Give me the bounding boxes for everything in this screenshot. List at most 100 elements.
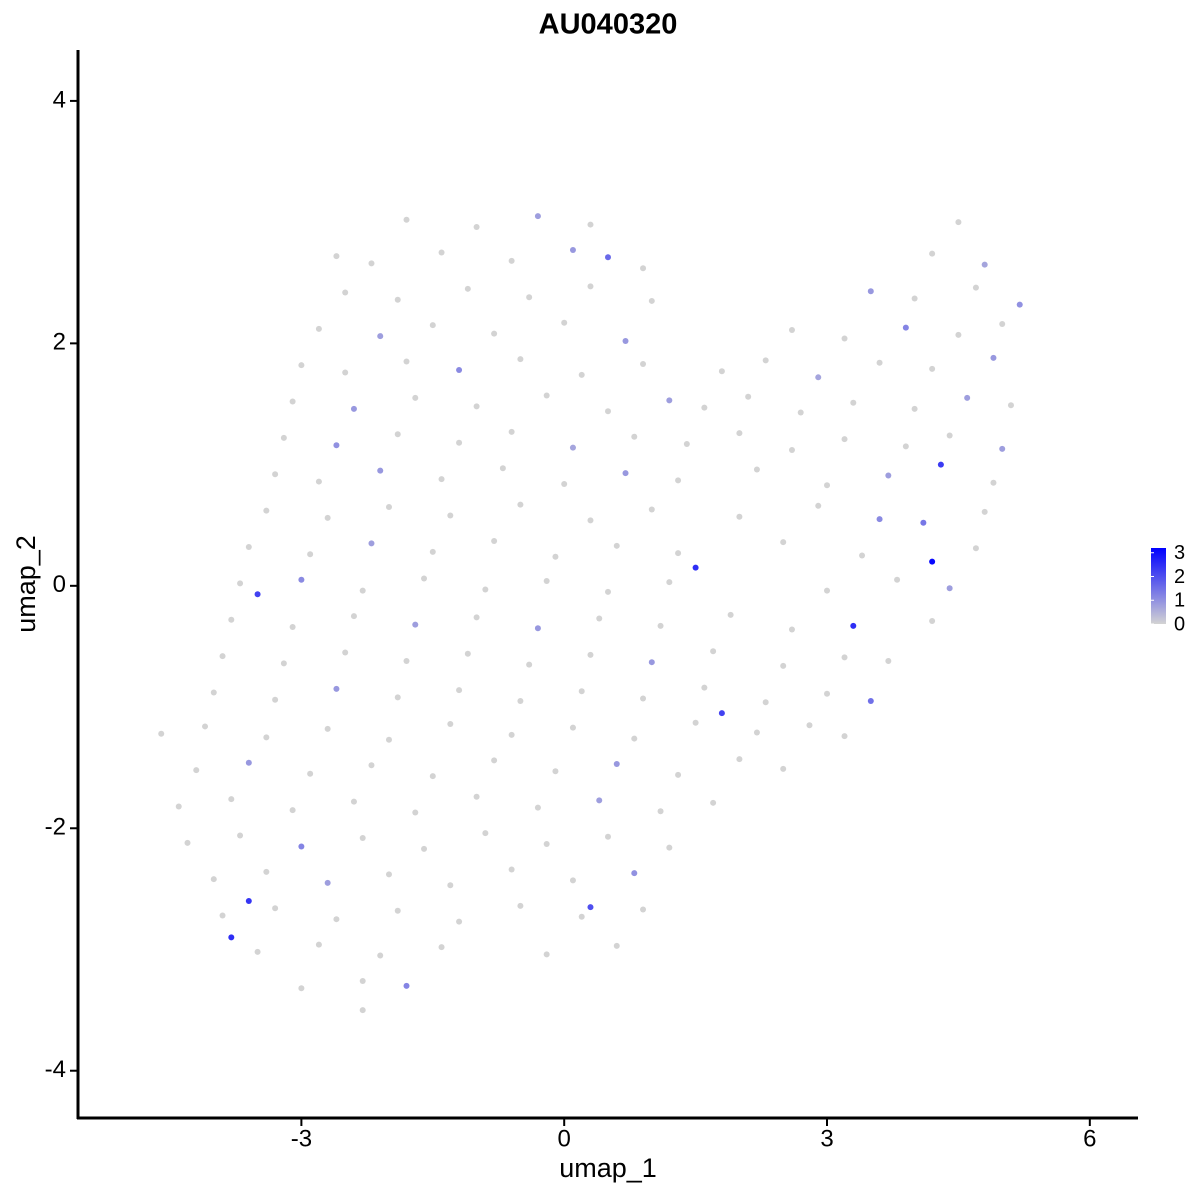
chart-title: AU040320 <box>539 9 678 41</box>
cell-point <box>859 552 866 559</box>
x-tick-label: 6 <box>1083 1125 1096 1152</box>
cell-point <box>657 808 664 815</box>
cell-point <box>184 839 191 846</box>
cell-point <box>955 219 962 226</box>
cell-point <box>447 882 454 889</box>
cell-point <box>727 611 734 618</box>
cell-point <box>298 843 305 850</box>
cell-point <box>412 809 419 816</box>
cell-point <box>534 804 541 811</box>
cell-point <box>578 688 585 695</box>
cell-point <box>824 482 831 489</box>
cell-point <box>350 613 357 620</box>
cell-point <box>385 736 392 743</box>
cell-point <box>315 325 322 332</box>
cell-point <box>324 879 331 886</box>
cell-point <box>219 653 226 660</box>
cell-point <box>473 223 480 230</box>
cell-point <box>929 365 936 372</box>
cell-point <box>254 948 261 955</box>
cell-point <box>867 288 874 295</box>
cell-point <box>587 517 594 524</box>
cell-point <box>561 319 568 326</box>
cell-point <box>666 397 673 404</box>
cell-point <box>955 331 962 338</box>
cell-point <box>473 614 480 621</box>
cell-point <box>368 762 375 769</box>
cell-point <box>254 591 261 598</box>
cell-point <box>508 428 515 435</box>
cell-point <box>972 545 979 552</box>
cell-point <box>342 649 349 656</box>
cell-point <box>1007 402 1014 409</box>
cell-point <box>377 333 384 340</box>
cell-point <box>736 513 743 520</box>
cell-point <box>736 430 743 437</box>
cell-point <box>613 542 620 549</box>
cell-point <box>640 265 647 272</box>
cell-point <box>272 696 279 703</box>
color-tick-label: 3 <box>1174 542 1185 564</box>
cell-point <box>701 684 708 691</box>
cell-point <box>894 576 901 583</box>
cell-point <box>701 404 708 411</box>
cell-point <box>289 807 296 814</box>
cell-point <box>315 478 322 485</box>
cell-point <box>508 866 515 873</box>
x-tick-label: 3 <box>820 1125 833 1152</box>
cell-point <box>517 356 524 363</box>
cell-point <box>350 798 357 805</box>
cell-point <box>228 796 235 803</box>
cell-point <box>473 793 480 800</box>
cell-point <box>298 576 305 583</box>
cell-point <box>359 978 366 985</box>
cell-point <box>666 579 673 586</box>
cell-point <box>552 553 559 560</box>
cell-point <box>692 719 699 726</box>
cell-point <box>605 408 611 415</box>
cell-point <box>657 622 664 629</box>
cell-point <box>780 662 787 669</box>
cell-point <box>797 409 804 416</box>
cell-point <box>648 506 655 513</box>
cell-point <box>526 294 533 301</box>
cell-point <box>561 480 568 487</box>
cell-point <box>158 730 165 737</box>
cell-point <box>569 724 576 731</box>
cell-point <box>385 871 392 878</box>
cell-point <box>333 442 340 449</box>
cell-point <box>193 767 200 774</box>
cell-point <box>482 586 489 593</box>
y-tick-label: -4 <box>45 1056 66 1083</box>
cell-point <box>683 440 690 447</box>
cell-point <box>876 516 883 523</box>
cell-point <box>587 221 594 228</box>
cell-point <box>526 661 533 668</box>
cell-point <box>692 564 699 571</box>
cell-point <box>342 369 349 376</box>
cell-point <box>929 617 936 624</box>
cell-point <box>412 621 419 628</box>
cell-point <box>788 447 795 454</box>
cell-point <box>552 768 559 775</box>
cell-point <box>228 616 235 623</box>
cell-point <box>902 443 909 450</box>
cell-point <box>806 722 813 729</box>
y-tick-label: 0 <box>53 571 66 598</box>
cell-point <box>315 941 322 948</box>
cell-point <box>456 918 463 925</box>
cell-point <box>403 358 410 365</box>
cell-point <box>762 357 769 364</box>
cell-point <box>569 444 576 451</box>
cell-point <box>324 725 331 732</box>
cell-point <box>456 439 463 446</box>
cell-point <box>359 587 366 594</box>
cell-point <box>596 615 603 622</box>
cell-point <box>421 575 428 582</box>
cell-point <box>841 335 848 342</box>
cell-point <box>780 765 787 772</box>
cell-point <box>438 944 445 951</box>
cell-point <box>280 434 287 441</box>
cell-point <box>648 659 655 666</box>
